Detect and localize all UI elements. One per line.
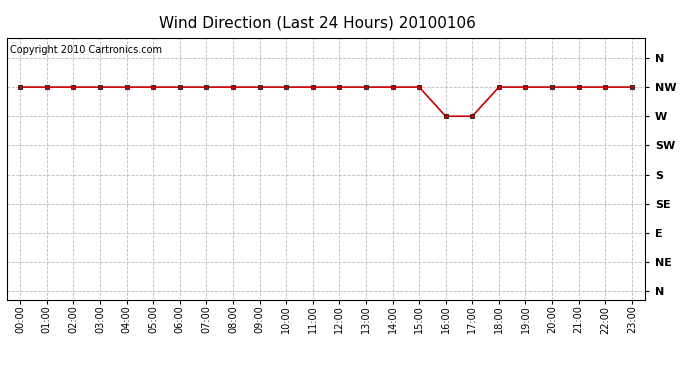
Text: Wind Direction (Last 24 Hours) 20100106: Wind Direction (Last 24 Hours) 20100106 [159, 15, 476, 30]
Text: Copyright 2010 Cartronics.com: Copyright 2010 Cartronics.com [10, 45, 162, 56]
